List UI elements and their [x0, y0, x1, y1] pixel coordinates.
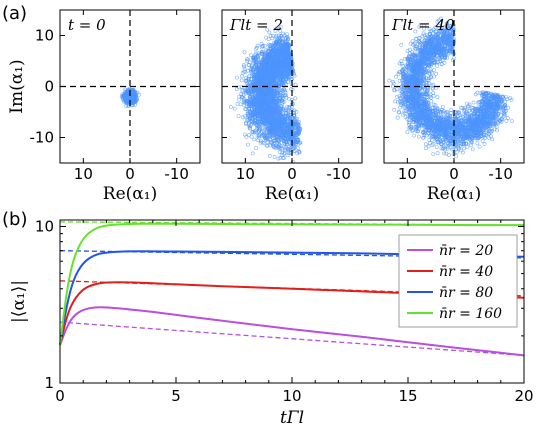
scatter-point	[255, 43, 260, 48]
scatter-point	[293, 96, 298, 101]
scatter-point	[228, 105, 233, 109]
scatter-point	[120, 94, 125, 99]
scatter-point	[248, 53, 253, 58]
scatter-point	[416, 134, 421, 139]
scatter-point	[241, 102, 246, 107]
scatter-point	[296, 145, 301, 150]
x-tick-label: -10	[326, 165, 351, 183]
x-tick-label: 10	[74, 165, 93, 183]
scatter-point	[241, 63, 246, 68]
scatter-point	[245, 142, 250, 147]
scatter-point	[405, 130, 410, 135]
scatter-point	[272, 154, 277, 159]
scatter-point	[273, 28, 278, 33]
scatter-point	[395, 115, 400, 120]
x-axis-label: Re(α₁)	[265, 184, 319, 204]
panel-annotation: Γlt = 2	[229, 16, 283, 34]
scatter-point	[253, 146, 258, 151]
scatter-point	[267, 30, 272, 35]
scatter-point	[460, 150, 465, 155]
scatter-point	[267, 153, 272, 158]
scatter-panel-t2: 10 0 -10 Re(α₁) Γlt = 2	[221, 9, 363, 204]
scatter-point	[128, 98, 133, 103]
scatter-point	[277, 150, 282, 155]
scatter-point	[239, 74, 244, 79]
scatter-point	[265, 27, 269, 32]
scatter-point	[423, 142, 428, 147]
scatter-point	[256, 138, 260, 143]
x-tick-label: 10	[236, 165, 255, 183]
scatter-point	[242, 64, 247, 69]
scatter-point	[135, 90, 140, 95]
scatter-point	[234, 75, 239, 80]
scatter-points	[228, 25, 303, 164]
scatter-point	[236, 114, 241, 119]
x-tick-label: 0	[287, 165, 297, 183]
scatter-point	[399, 43, 404, 47]
scatter-point	[131, 87, 136, 92]
panel-a-label: (a)	[2, 3, 27, 24]
scatter-point	[263, 48, 268, 53]
y-tick-label: 0	[44, 78, 54, 96]
x-axis-label: Re(α₁)	[103, 184, 157, 204]
scatter-point	[232, 106, 237, 111]
scatter-point	[239, 78, 244, 83]
scatter-point	[252, 137, 257, 142]
y-tick-label: -10	[30, 129, 55, 147]
scatter-point	[242, 50, 247, 55]
scatter-point	[431, 152, 436, 157]
x-tick-label: -10	[164, 165, 189, 183]
scatter-point	[435, 63, 440, 68]
scatter-point	[253, 53, 257, 58]
scatter-point	[124, 103, 129, 108]
panel-b-label: (b)	[2, 209, 27, 230]
panel-annotation: t = 0	[68, 16, 106, 34]
scatter-point	[126, 104, 131, 109]
y-tick-label: 10	[35, 27, 54, 45]
scatter-point	[295, 116, 299, 121]
scatter-point	[128, 96, 133, 101]
scatter-point	[283, 148, 287, 153]
x-tick-label: 0	[125, 165, 135, 183]
y-axis-label: Im(α₁)	[7, 59, 27, 113]
scatter-point	[475, 141, 480, 146]
scatter-point	[123, 94, 127, 99]
scatter-point	[262, 43, 267, 48]
scatter-point	[250, 151, 255, 156]
scatter-point	[123, 87, 128, 92]
scatter-point	[264, 35, 269, 40]
scatter-point	[509, 119, 514, 124]
scatter-points	[387, 16, 514, 159]
